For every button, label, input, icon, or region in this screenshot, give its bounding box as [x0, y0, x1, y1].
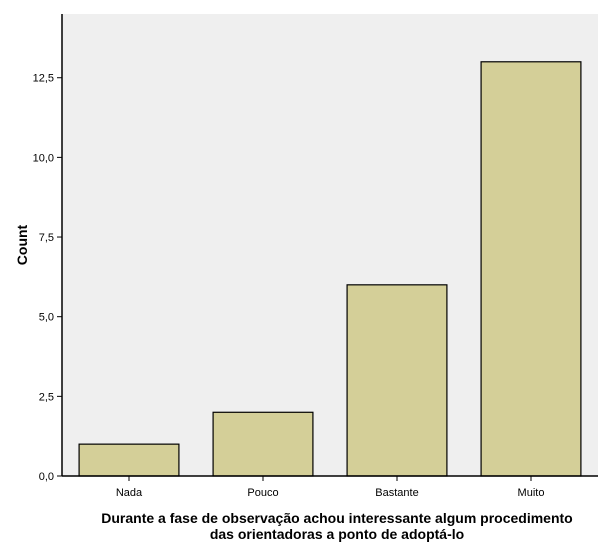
bar-pouco — [212, 411, 314, 477]
y-tick-label: 7,5 — [39, 232, 54, 244]
x-tick-label-nada: Nada — [116, 487, 143, 499]
x-tick-label-pouco: Pouco — [247, 487, 278, 499]
y-tick-label: 5,0 — [39, 312, 54, 324]
y-axis: 0,0 2,5 5,0 7,5 10,0 12,5 — [33, 14, 63, 483]
y-tick-label: 0,0 — [39, 471, 54, 483]
y-axis-title: Count — [14, 224, 30, 265]
x-tick-label-muito: Muito — [518, 487, 545, 499]
y-tick-label: 12,5 — [33, 73, 54, 85]
bar-bastante — [346, 284, 448, 477]
x-tick-label-bastante: Bastante — [375, 487, 418, 499]
bar-muito — [480, 61, 582, 477]
y-tick-label: 2,5 — [39, 391, 54, 403]
x-axis: Nada Pouco Bastante Muito — [62, 475, 598, 499]
bar-nada — [78, 443, 180, 477]
bars-group — [78, 61, 582, 477]
y-tick-label: 10,0 — [33, 152, 54, 164]
x-axis-title-line-1: Durante a fase de observação achou inter… — [101, 510, 572, 526]
x-axis-title-line-2: das orientadoras a ponto de adoptá-lo — [210, 526, 464, 542]
